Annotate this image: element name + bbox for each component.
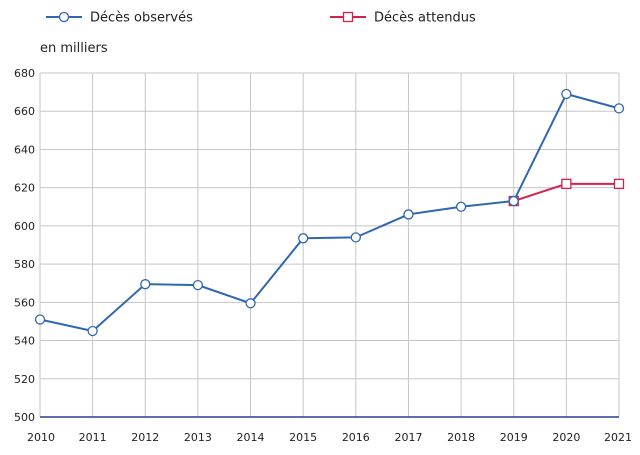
- data-point: [403, 209, 414, 220]
- x-tick-label: 2015: [289, 431, 317, 444]
- x-tick-label: 2014: [237, 431, 265, 444]
- x-tick-label: 2019: [500, 431, 528, 444]
- data-point: [140, 279, 151, 290]
- data-point: [455, 201, 467, 212]
- y-tick-label: 620: [14, 182, 35, 195]
- grid: [39, 72, 620, 418]
- legend: Décès observés Décès attendus: [46, 11, 476, 26]
- y-tick-label: 640: [14, 143, 35, 156]
- data-point: [34, 314, 46, 325]
- series-deces-observes: [34, 88, 625, 337]
- y-tick-label: 580: [14, 258, 35, 271]
- y-tick-label: 660: [14, 105, 35, 118]
- legend-label-observes: Décès observés: [90, 11, 193, 26]
- y-axis-ticks: 500 520 540 560 580 600 620 640 660 680: [14, 67, 35, 424]
- x-tick-label: 2021: [604, 431, 632, 444]
- series-layer: [34, 88, 625, 337]
- legend-marker-attendus: [342, 11, 354, 23]
- legend-marker-observes: [58, 11, 70, 23]
- series-line: [39, 93, 620, 332]
- x-tick-label: 2010: [27, 431, 55, 444]
- legend-item-deces-observes: Décès observés: [46, 11, 193, 26]
- data-point: [245, 298, 256, 309]
- legend-label-attendus: Décès attendus: [374, 11, 476, 26]
- y-tick-label: 540: [14, 335, 35, 348]
- x-tick-label: 2012: [131, 431, 159, 444]
- y-tick-label: 520: [14, 373, 35, 386]
- x-tick-label: 2017: [394, 431, 422, 444]
- data-point: [561, 178, 572, 189]
- x-tick-label: 2013: [184, 431, 212, 444]
- data-point: [350, 232, 361, 243]
- x-tick-label: 2018: [447, 431, 475, 444]
- data-point: [298, 233, 309, 244]
- legend-item-deces-attendus: Décès attendus: [330, 11, 476, 26]
- y-tick-label: 500: [14, 411, 35, 424]
- y-tick-label: 680: [14, 67, 35, 80]
- data-point: [613, 103, 625, 114]
- data-point: [87, 325, 98, 337]
- x-axis-ticks: 2010 2011 2012 2013 2014 2015 2016 2017 2018 2019…: [27, 431, 632, 444]
- y-tick-label: 600: [14, 220, 35, 233]
- x-tick-label: 2020: [552, 431, 580, 444]
- data-point: [561, 88, 572, 100]
- x-tick-label: 2011: [79, 431, 107, 444]
- x-tick-label: 2016: [342, 431, 370, 444]
- data-point: [508, 195, 519, 207]
- y-axis-unit-label: en milliers: [40, 41, 108, 56]
- data-point: [192, 279, 204, 291]
- y-tick-label: 560: [14, 296, 35, 309]
- data-point: [613, 178, 625, 189]
